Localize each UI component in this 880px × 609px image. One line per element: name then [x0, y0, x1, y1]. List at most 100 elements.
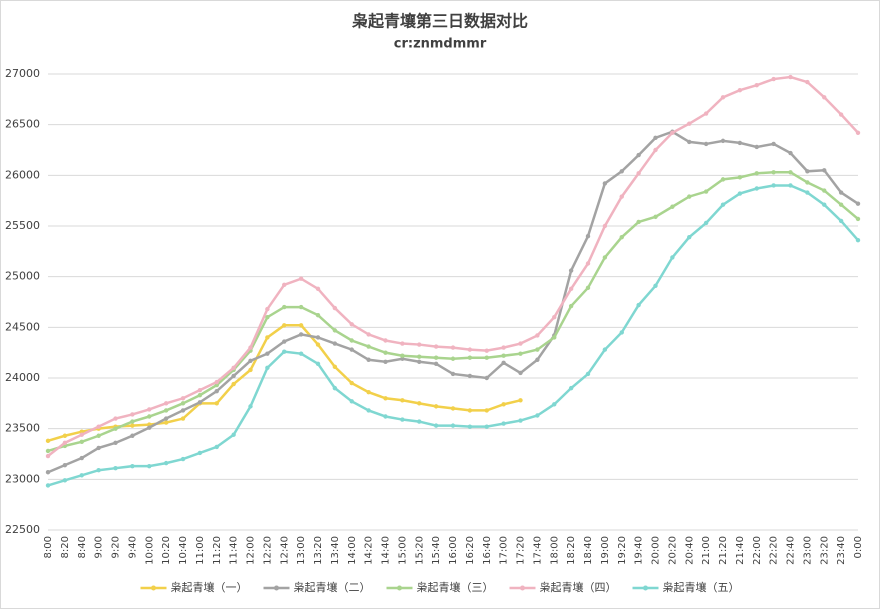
data-point: [484, 348, 489, 353]
data-point: [366, 389, 371, 395]
data-point: [400, 341, 405, 346]
x-tick-label: 8:00: [43, 536, 54, 558]
x-tick-label: 15:00: [397, 536, 408, 565]
legend-label: 枭起青壤（五）: [663, 580, 740, 594]
data-point: [231, 381, 236, 387]
x-tick-label: 19:00: [600, 536, 611, 565]
data-point: [315, 335, 321, 340]
data-point: [282, 339, 287, 344]
legend-label: 枭起青壤（四）: [540, 580, 617, 594]
data-point: [113, 416, 118, 421]
x-tick-label: 9:20: [111, 536, 122, 558]
data-point: [332, 341, 338, 346]
data-point: [332, 328, 338, 333]
data-point: [602, 181, 608, 186]
data-point: [214, 382, 219, 388]
data-point: [450, 345, 456, 350]
x-tick-label: 13:00: [296, 536, 307, 565]
x-tick-label: 13:40: [330, 536, 341, 565]
x-tick-label: 20:40: [684, 536, 695, 565]
data-point: [653, 214, 658, 220]
data-point: [400, 417, 405, 422]
data-point: [96, 468, 101, 473]
legend-marker: [397, 585, 402, 591]
data-point: [62, 462, 68, 468]
data-point: [450, 371, 456, 377]
data-point: [79, 432, 84, 437]
data-point: [315, 312, 321, 318]
y-tick-label: 26500: [5, 118, 40, 131]
data-point: [248, 358, 253, 363]
data-point: [619, 194, 624, 199]
data-point: [349, 380, 354, 386]
x-tick-label: 16:40: [482, 536, 493, 565]
y-tick-label: 27000: [5, 67, 40, 80]
data-point: [163, 420, 169, 425]
data-point: [518, 351, 523, 356]
data-point: [130, 423, 135, 428]
data-point: [417, 401, 422, 406]
data-point: [518, 341, 523, 346]
x-tick-label: 11:40: [229, 536, 240, 565]
data-point: [484, 375, 489, 381]
x-tick-label: 10:20: [161, 536, 172, 565]
data-point: [720, 95, 726, 100]
data-point: [535, 347, 540, 352]
x-tick-label: 17:40: [532, 536, 543, 565]
x-tick-label: 18:20: [566, 536, 577, 565]
x-tick-label: 22:00: [752, 536, 763, 565]
x-tick-label: 9:40: [127, 536, 138, 558]
data-point: [147, 407, 152, 412]
data-point: [130, 419, 135, 424]
x-tick-label: 18:00: [549, 536, 560, 565]
data-point: [417, 342, 422, 347]
data-point: [619, 234, 624, 240]
data-point: [771, 170, 776, 175]
data-point: [670, 255, 675, 260]
data-point: [838, 202, 844, 207]
data-point: [147, 414, 152, 419]
data-point: [535, 357, 540, 362]
data-point: [855, 201, 861, 206]
x-tick-label: 12:00: [246, 536, 257, 565]
x-tick-label: 23:00: [802, 536, 813, 565]
data-point: [670, 204, 675, 209]
x-tick-label: 23:40: [836, 536, 847, 565]
data-point: [805, 180, 810, 185]
data-point: [163, 408, 169, 413]
data-point: [585, 285, 591, 291]
data-point: [518, 398, 523, 403]
data-point: [703, 111, 709, 116]
data-point: [737, 88, 743, 93]
data-point: [214, 379, 219, 385]
data-point: [180, 396, 186, 401]
x-tick-label: 11:20: [212, 536, 223, 565]
data-point: [265, 306, 270, 312]
chart-title: 枭起青壤第三日数据对比: [351, 12, 528, 31]
x-tick-label: 19:40: [634, 536, 645, 565]
data-point: [433, 404, 439, 409]
data-point: [433, 423, 439, 428]
data-point: [130, 433, 135, 438]
chart-subtitle: cr:znmdmmr: [394, 37, 487, 52]
data-point: [62, 478, 68, 483]
data-point: [501, 360, 506, 365]
x-tick-label: 10:40: [178, 536, 189, 565]
data-point: [754, 171, 759, 176]
data-point: [96, 445, 101, 451]
data-point: [822, 168, 827, 173]
y-tick-label: 23000: [5, 472, 40, 485]
data-point: [79, 455, 84, 461]
data-point: [687, 121, 692, 126]
data-point: [737, 191, 743, 196]
data-point: [180, 416, 186, 421]
data-point: [737, 140, 743, 146]
data-point: [619, 330, 624, 335]
data-point: [147, 425, 152, 430]
data-point: [501, 345, 506, 350]
legend-marker: [520, 585, 525, 591]
data-point: [754, 144, 759, 150]
x-tick-label: 8:20: [60, 536, 71, 558]
data-point: [788, 170, 793, 175]
data-point: [552, 315, 557, 320]
